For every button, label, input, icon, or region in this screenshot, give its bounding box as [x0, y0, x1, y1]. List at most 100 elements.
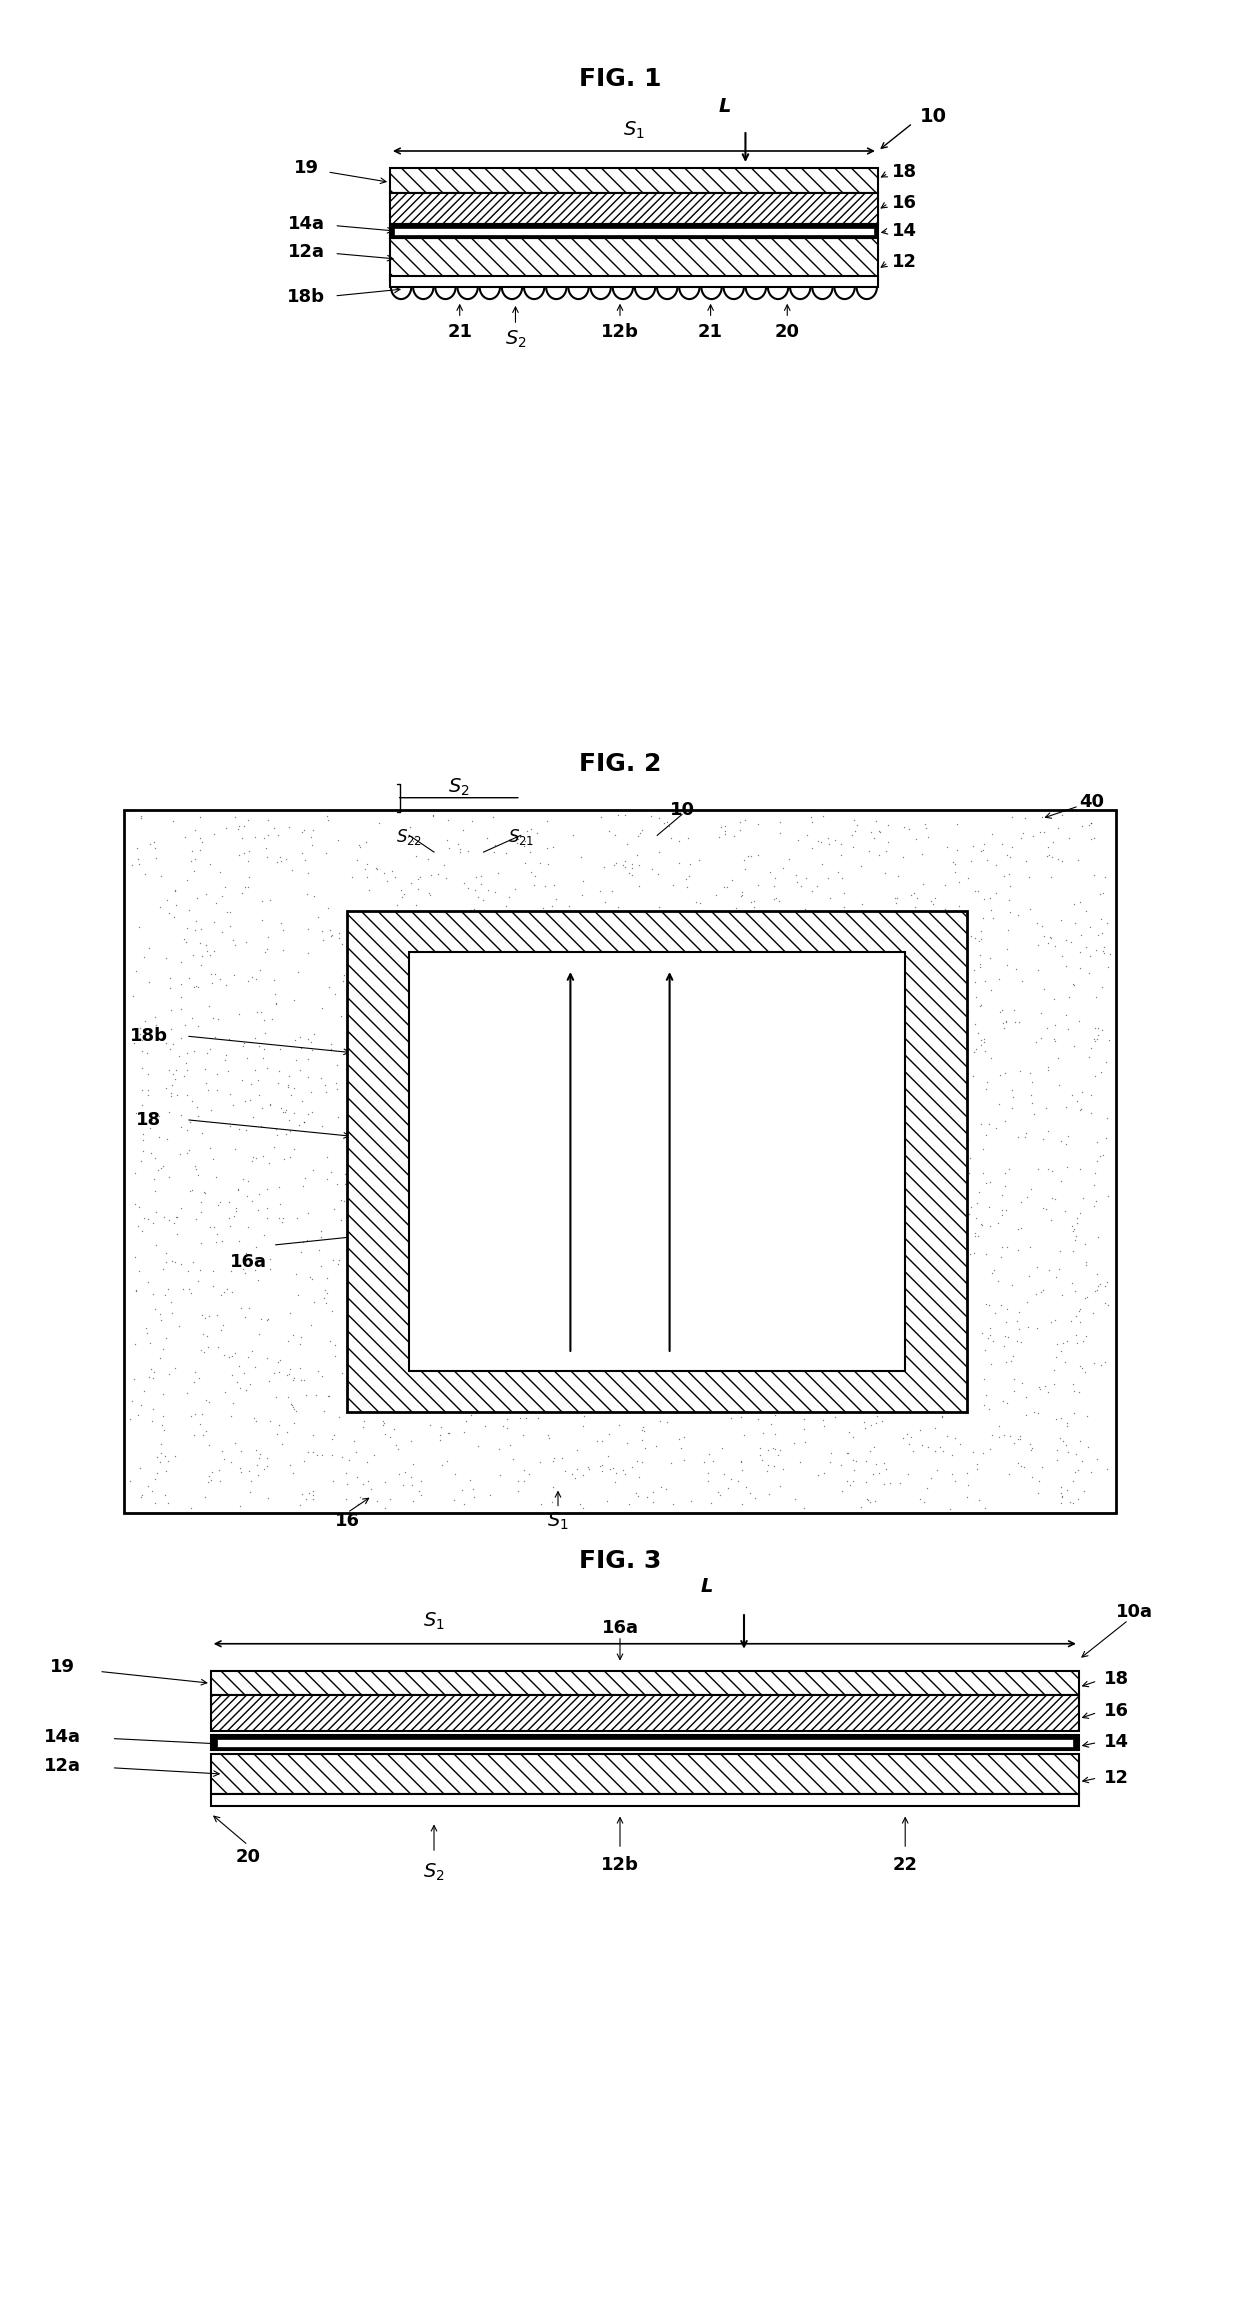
- Point: [202, 1452, 222, 1489]
- Point: [1087, 1440, 1107, 1477]
- Point: [531, 843, 551, 880]
- Point: [1017, 1115, 1037, 1152]
- Point: [1064, 1463, 1084, 1501]
- Point: [203, 1252, 223, 1289]
- Point: [649, 890, 668, 927]
- Point: [373, 1403, 393, 1440]
- Point: [854, 1410, 874, 1447]
- Point: [843, 1419, 863, 1457]
- Text: 12a: 12a: [43, 1756, 81, 1775]
- Point: [131, 1143, 151, 1180]
- Point: [994, 1011, 1014, 1048]
- Point: [1028, 906, 1048, 943]
- Point: [260, 1085, 280, 1122]
- Point: [1086, 1254, 1106, 1292]
- Point: [352, 1408, 372, 1445]
- Point: [642, 1482, 662, 1519]
- Point: [196, 1412, 216, 1450]
- Point: [1076, 1317, 1096, 1354]
- Point: [280, 1447, 300, 1484]
- Point: [925, 880, 945, 918]
- Point: [238, 1162, 258, 1199]
- Point: [346, 1433, 366, 1470]
- Point: [130, 1008, 150, 1045]
- Point: [257, 1301, 277, 1338]
- Point: [988, 1206, 1008, 1243]
- Point: [289, 1106, 309, 1143]
- Text: $S_1$: $S_1$: [622, 118, 645, 142]
- Point: [766, 880, 786, 918]
- Point: [732, 876, 751, 913]
- Point: [159, 1484, 179, 1522]
- Point: [1044, 927, 1064, 964]
- Point: [1038, 925, 1058, 962]
- Point: [234, 1354, 254, 1391]
- Point: [138, 1078, 157, 1115]
- Point: [928, 1452, 947, 1489]
- Point: [627, 836, 647, 873]
- Point: [956, 1477, 976, 1515]
- Point: [796, 860, 816, 897]
- Point: [1100, 936, 1120, 973]
- Point: [134, 1199, 154, 1236]
- Point: [691, 885, 711, 922]
- Point: [205, 1208, 224, 1245]
- Point: [1008, 1422, 1028, 1459]
- Point: [264, 811, 284, 848]
- Point: [787, 822, 807, 860]
- Point: [480, 1477, 500, 1515]
- Point: [260, 880, 280, 918]
- Point: [145, 829, 165, 866]
- Point: [265, 1378, 285, 1415]
- Point: [299, 1096, 319, 1134]
- Point: [294, 1361, 314, 1398]
- Point: [223, 1087, 243, 1124]
- Point: [228, 811, 248, 848]
- Point: [280, 1294, 300, 1331]
- Point: [221, 1443, 241, 1480]
- Point: [213, 1440, 233, 1477]
- Point: [1073, 1443, 1092, 1480]
- Point: [1081, 1076, 1101, 1113]
- Point: [192, 1396, 212, 1433]
- Point: [977, 1064, 997, 1101]
- Point: [301, 1073, 321, 1110]
- Point: [949, 887, 968, 925]
- Point: [930, 1429, 950, 1466]
- Point: [708, 1473, 728, 1510]
- Point: [260, 1240, 280, 1278]
- Point: [182, 936, 202, 973]
- Point: [1003, 1338, 1023, 1375]
- Point: [1002, 1343, 1022, 1380]
- Point: [156, 1319, 176, 1357]
- Point: [702, 1484, 722, 1522]
- Point: [138, 1055, 157, 1092]
- Point: [990, 1057, 1009, 1094]
- Point: [960, 1141, 980, 1178]
- Point: [911, 1426, 931, 1463]
- Point: [291, 1083, 311, 1120]
- Point: [1063, 1366, 1083, 1403]
- Point: [992, 992, 1012, 1029]
- Point: [1044, 1352, 1064, 1389]
- Point: [198, 987, 218, 1024]
- Point: [244, 818, 264, 855]
- Point: [316, 1275, 336, 1312]
- Point: [867, 1445, 887, 1482]
- Point: [516, 1398, 536, 1436]
- Point: [709, 818, 729, 855]
- Point: [355, 850, 374, 887]
- Point: [402, 1459, 422, 1496]
- Point: [439, 829, 459, 866]
- Point: [219, 1076, 239, 1113]
- Point: [298, 1222, 317, 1259]
- Point: [496, 887, 516, 925]
- Point: [1071, 1089, 1091, 1127]
- Point: [973, 1020, 993, 1057]
- Point: [725, 890, 745, 927]
- Point: [570, 1484, 590, 1522]
- Point: [128, 1396, 148, 1433]
- Point: [284, 980, 304, 1017]
- Point: [1027, 1310, 1047, 1347]
- Point: [997, 1292, 1017, 1329]
